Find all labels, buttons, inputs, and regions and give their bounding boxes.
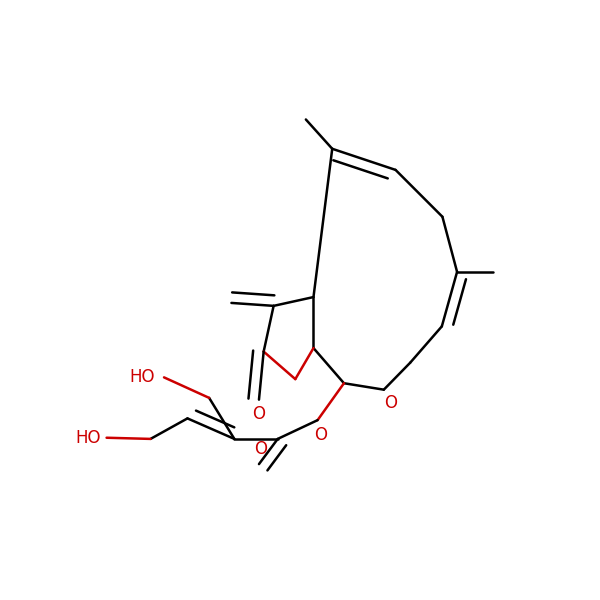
Text: O: O bbox=[385, 394, 397, 412]
Text: O: O bbox=[254, 440, 267, 458]
Text: O: O bbox=[253, 405, 265, 423]
Text: O: O bbox=[314, 426, 327, 444]
Text: HO: HO bbox=[75, 429, 101, 447]
Text: HO: HO bbox=[129, 368, 155, 386]
